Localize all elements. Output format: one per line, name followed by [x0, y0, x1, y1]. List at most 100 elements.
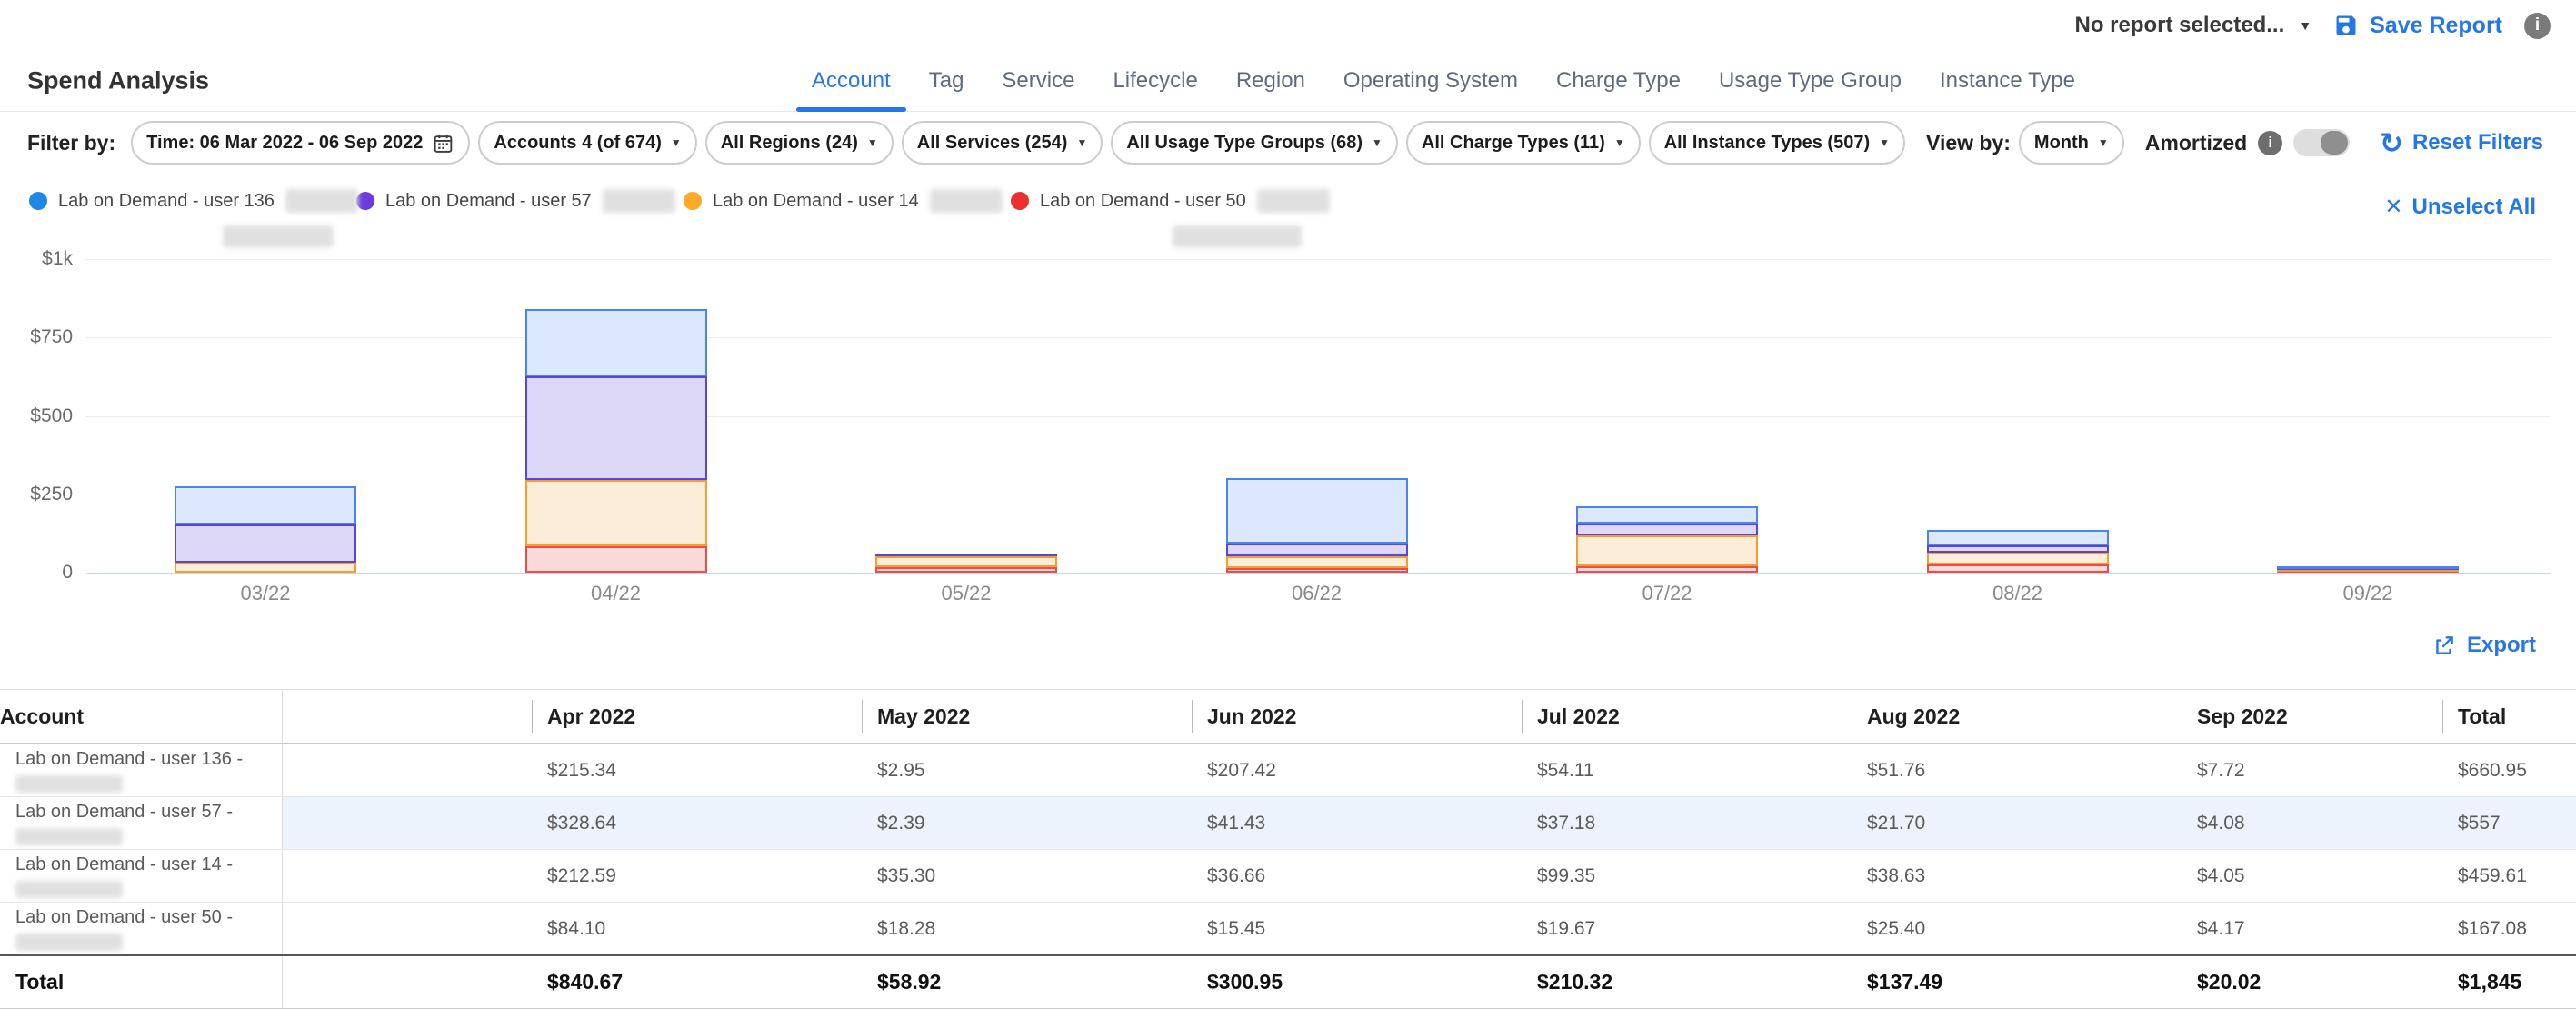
view-by-label: View by:	[1926, 130, 2011, 155]
bar-segment	[524, 309, 707, 377]
bar-08/22[interactable]	[1926, 529, 2109, 573]
total-value-cell: $1,845	[2442, 954, 2576, 1009]
filter-dropdown-label: All Usage Type Groups (68)	[1126, 132, 1363, 153]
tab-usage-type-group[interactable]: Usage Type Group	[1718, 68, 1902, 93]
tab-operating-system[interactable]: Operating System	[1343, 68, 1518, 93]
tab-lifecycle[interactable]: Lifecycle	[1113, 68, 1198, 93]
value-cell: $51.76	[1852, 744, 2182, 797]
column-header-label: Jul 2022	[1522, 700, 1620, 733]
unselect-all-button[interactable]: ✕ Unselect All	[2384, 195, 2536, 220]
time-filter-pill[interactable]: Time: 06 Mar 2022 - 06 Sep 2022	[131, 121, 471, 165]
chevron-down-icon: ▼	[2299, 18, 2312, 33]
filter-dropdown-pill[interactable]: All Services (254) ▼	[901, 121, 1103, 165]
export-row: Export	[0, 611, 2576, 689]
value-cell: $207.42	[1192, 744, 1522, 797]
bar-05/22[interactable]	[875, 553, 1057, 573]
legend-label: Lab on Demand - user 57	[385, 190, 592, 211]
value-cell: $35.30	[862, 849, 1192, 903]
value-cell: $19.67	[1522, 902, 1852, 956]
value-cell: $459.61	[2442, 849, 2576, 903]
filter-dropdown-pill[interactable]: All Charge Types (11) ▼	[1405, 121, 1641, 165]
redacted-text	[929, 189, 1003, 213]
spend-table: Account Apr 2022 May 2022 Jun 2022 Jul 2022 A…	[0, 689, 2576, 1009]
legend-dot-icon	[684, 192, 702, 210]
legend-label: Lab on Demand - user 50	[1040, 190, 1246, 211]
value-cell: $2.39	[862, 796, 1192, 850]
gridline	[86, 573, 2551, 574]
column-header: Apr 2022	[532, 689, 862, 744]
x-axis-tick-label: 06/22	[1291, 582, 1343, 604]
tab-instance-type[interactable]: Instance Type	[1939, 68, 2075, 93]
report-selector-dropdown[interactable]: No report selected... ▼	[2075, 13, 2312, 38]
x-axis-tick-label: 04/22	[590, 582, 642, 604]
bar-03/22[interactable]	[175, 485, 356, 573]
y-axis-tick-label: $500	[30, 405, 73, 426]
view-by-dropdown[interactable]: Month ▼	[2018, 121, 2124, 165]
spacer-cell	[282, 954, 532, 1009]
filter-dropdown-pill[interactable]: Accounts 4 (of 674) ▼	[478, 121, 697, 165]
bar-09/22[interactable]	[2277, 565, 2459, 573]
value-cell: $25.40	[1852, 902, 2182, 956]
legend-item[interactable]: Lab on Demand - user 14	[684, 189, 1011, 213]
legend-label: Lab on Demand - user 136	[58, 190, 275, 211]
redacted-text	[15, 775, 123, 793]
bar-segment	[524, 546, 707, 573]
bar-07/22[interactable]	[1576, 506, 1758, 573]
bar-segment	[175, 485, 356, 524]
column-header-label: Aug 2022	[1852, 700, 1960, 733]
bar-segment	[875, 566, 1057, 573]
chevron-down-icon: ▼	[2097, 136, 2109, 149]
export-button[interactable]: Export	[2432, 633, 2536, 658]
gridline	[86, 337, 2551, 339]
close-icon: ✕	[2384, 195, 2403, 219]
amortized-toggle[interactable]	[2293, 129, 2351, 156]
bar-segment	[1225, 556, 1408, 568]
tab-tag[interactable]: Tag	[928, 68, 964, 93]
value-cell: $4.05	[2182, 849, 2442, 903]
stacked-bar-chart: $1k $750 $500 $250 0 03/22 04/22 05/22 06/22 07/2…	[0, 248, 2576, 611]
info-icon[interactable]: i	[2258, 130, 2283, 155]
bar-06/22[interactable]	[1225, 478, 1408, 573]
unselect-all-label: Unselect All	[2411, 195, 2537, 219]
chevron-down-icon: ▼	[1372, 136, 1383, 149]
table-row: Lab on Demand - user 57 - $328.64 $2.39 $41…	[0, 796, 2576, 850]
legend: Lab on Demand - user 136 Lab on Demand - …	[29, 189, 1338, 213]
view-by-value: Month	[2033, 132, 2089, 153]
column-header-label: Total	[2442, 700, 2506, 733]
value-cell: $37.18	[1522, 796, 1852, 850]
filter-dropdown-pill[interactable]: All Usage Type Groups (68) ▼	[1111, 121, 1398, 165]
bar-segment	[1926, 529, 2109, 546]
tab-region[interactable]: Region	[1235, 68, 1305, 93]
value-cell: $18.28	[862, 902, 1192, 956]
bar-segment	[1926, 564, 2109, 573]
bar-segment	[1926, 552, 2109, 565]
save-report-button[interactable]: Save Report	[2333, 13, 2502, 39]
bar-segment	[1576, 524, 1758, 535]
page-title: Spend Analysis	[27, 66, 210, 95]
filter-by-label: Filter by:	[27, 130, 116, 155]
tab-service[interactable]: Service	[1002, 68, 1075, 93]
total-label-cell: Total	[0, 954, 283, 1009]
tab-account[interactable]: Account	[796, 51, 906, 112]
column-header: Jul 2022	[1522, 689, 1852, 744]
value-cell: $212.59	[532, 849, 862, 903]
legend-dot-icon	[356, 192, 374, 210]
x-axis-tick-label: 05/22	[941, 582, 992, 604]
x-axis-tick-label: 08/22	[1992, 582, 2043, 604]
filter-dropdown-pill[interactable]: All Regions (24) ▼	[704, 121, 894, 165]
filter-dropdown-pill[interactable]: All Instance Types (507) ▼	[1648, 121, 1906, 165]
reset-filters-button[interactable]: ↻ Reset Filters	[2380, 129, 2543, 157]
bar-04/22[interactable]	[524, 309, 707, 573]
account-cell: Lab on Demand - user 136 -	[0, 744, 283, 797]
x-axis-tick-label: 09/22	[2342, 582, 2393, 604]
legend-item[interactable]: Lab on Demand - user 50	[1011, 189, 1338, 213]
account-name: Lab on Demand - user 136 -	[15, 749, 244, 769]
tab-charge-type[interactable]: Charge Type	[1555, 68, 1681, 93]
legend-item[interactable]: Lab on Demand - user 136	[29, 189, 358, 213]
value-cell: $38.63	[1852, 849, 2182, 903]
value-cell: $21.70	[1852, 796, 2182, 850]
reset-filters-label: Reset Filters	[2411, 130, 2543, 155]
info-icon[interactable]: i	[2524, 12, 2551, 39]
legend-item[interactable]: Lab on Demand - user 57	[356, 189, 684, 213]
bar-segment	[1225, 543, 1408, 557]
